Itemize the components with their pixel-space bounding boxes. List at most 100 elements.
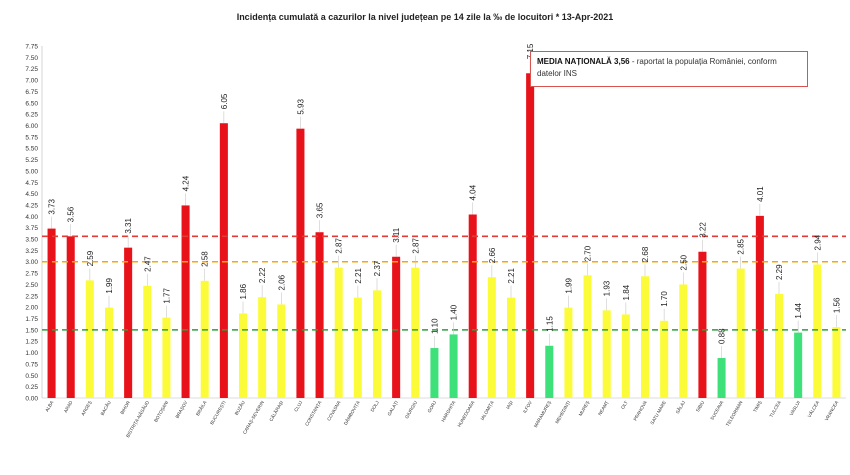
- x-tick-label: BACĂU: [99, 400, 112, 417]
- x-tick-label: DÂMBOVIȚA: [342, 399, 361, 426]
- x-tick-label: GORJ: [427, 400, 438, 414]
- bar: [47, 228, 56, 398]
- x-tick-label: VRANCEA: [824, 399, 840, 422]
- y-tick-label: 6.00: [25, 123, 38, 130]
- bar: [736, 268, 745, 398]
- value-label: 1.93: [603, 280, 612, 296]
- value-label: 1.70: [660, 291, 669, 307]
- bar: [411, 267, 420, 398]
- value-label: 1.84: [622, 284, 631, 300]
- y-tick-label: 3.00: [25, 259, 38, 266]
- x-tick-label: ILFOV: [522, 399, 533, 414]
- y-tick-label: 5.75: [25, 134, 38, 141]
- x-tick-label: TELEORMAN: [725, 400, 744, 427]
- x-tick-label: BUZĂU: [233, 400, 246, 416]
- bar: [640, 276, 650, 398]
- y-tick-label: 1.00: [25, 350, 38, 357]
- x-tick-label: DOLJ: [370, 400, 380, 413]
- x-tick-label: COVASNA: [326, 399, 342, 421]
- value-label: 2.47: [143, 256, 152, 272]
- bar: [487, 277, 496, 398]
- value-label: 2.87: [411, 238, 420, 254]
- x-tick-label: BIHOR: [119, 399, 131, 415]
- x-tick-label: BOTOȘANI: [153, 400, 169, 423]
- x-tick-label: TULCEA: [768, 399, 782, 418]
- bar: [124, 247, 133, 398]
- x-tick-label: TIMIȘ: [752, 400, 762, 413]
- y-tick-label: 1.25: [25, 339, 38, 346]
- x-tick-label: CĂLĂRAȘI: [268, 400, 285, 423]
- bar: [296, 128, 305, 399]
- value-label: 2.66: [488, 247, 497, 263]
- bar: [813, 264, 822, 398]
- national-average-note: - raportat la populația României, confor…: [537, 57, 777, 78]
- y-tick-label: 3.25: [25, 248, 38, 255]
- bar: [545, 345, 554, 398]
- bar: [755, 215, 764, 398]
- x-tick-label: MEHEDINȚI: [554, 400, 571, 424]
- x-tick-label: GALAȚI: [387, 400, 400, 417]
- x-tick-label: BRAȘOV: [175, 399, 189, 419]
- x-tick-label: IAȘI: [505, 400, 514, 410]
- x-tick-label: MUREȘ: [578, 400, 591, 417]
- value-label: 2.50: [679, 254, 688, 270]
- value-label: 3.11: [392, 227, 401, 243]
- bar: [564, 307, 573, 398]
- bar: [372, 290, 382, 398]
- bar: [583, 275, 592, 398]
- bar: [430, 348, 439, 398]
- x-tick-label: HUNEDOARA: [457, 399, 476, 428]
- x-tick-label: MARAMUREȘ: [533, 400, 552, 428]
- bar: [353, 297, 362, 398]
- x-tick-label: SATU MARE: [649, 400, 667, 425]
- x-tick-label: CLUJ: [293, 400, 303, 412]
- bar: [200, 280, 209, 398]
- y-tick-label: 4.25: [25, 202, 38, 209]
- value-label: 3.31: [124, 218, 133, 234]
- value-label: 0.88: [718, 328, 727, 344]
- y-tick-label: 7.50: [25, 55, 38, 62]
- x-tick-label: GIURGIU: [404, 400, 418, 420]
- bar: [85, 280, 94, 398]
- y-tick-label: 7.00: [25, 78, 38, 85]
- x-tick-label: SIBIU: [695, 400, 705, 413]
- x-tick-label: ARAD: [63, 399, 74, 413]
- x-tick-label: SUCEAVA: [709, 399, 724, 421]
- bar: [774, 293, 784, 398]
- bar: [143, 285, 152, 398]
- value-label: 3.22: [698, 222, 707, 238]
- value-label: 2.70: [584, 245, 593, 261]
- chart-title: Incidența cumulată a cazurilor la nivel …: [236, 12, 614, 22]
- value-label: 3.56: [67, 206, 76, 222]
- x-tick-label: BRĂILA: [194, 399, 208, 417]
- bar: [794, 332, 803, 398]
- bar: [258, 297, 267, 398]
- y-tick-label: 0.00: [25, 396, 38, 403]
- bar: [526, 73, 535, 398]
- bar: [334, 267, 343, 398]
- y-tick-label: 2.25: [25, 293, 38, 300]
- bar: [238, 313, 248, 398]
- bar: [315, 232, 324, 398]
- y-tick-label: 7.75: [25, 44, 38, 51]
- bar: [277, 304, 286, 398]
- value-label: 1.77: [162, 287, 171, 303]
- value-label: 2.85: [737, 238, 746, 254]
- bar: [602, 310, 611, 398]
- value-label: 4.04: [469, 184, 478, 200]
- y-tick-label: 6.25: [25, 112, 38, 119]
- y-tick-label: 2.75: [25, 271, 38, 278]
- x-tick-label: VÂLCEA: [806, 399, 821, 419]
- bar: [219, 123, 228, 399]
- bar: [832, 327, 841, 398]
- value-label: 2.87: [335, 238, 344, 254]
- bar: [717, 358, 726, 398]
- y-tick-label: 4.50: [25, 191, 38, 198]
- bar: [181, 205, 190, 398]
- value-label: 2.21: [507, 268, 516, 284]
- bar: [506, 297, 516, 398]
- value-label: 2.59: [86, 250, 95, 266]
- value-label: 2.58: [201, 251, 210, 267]
